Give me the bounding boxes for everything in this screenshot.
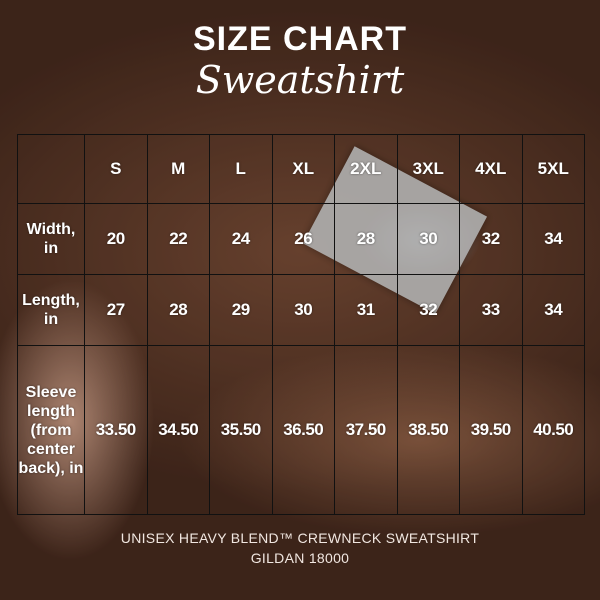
cell: 28 [334,203,398,275]
size-header: 3XL [396,134,460,204]
page-subtitle: Sweatshirt [195,58,405,102]
cell: 32 [459,203,523,275]
cell: 33 [459,274,523,346]
cell: 26 [271,203,335,275]
cell: 33.50 [84,345,148,515]
size-header: 2XL [334,134,398,204]
cell: 35.50 [209,345,273,515]
cell: 38.50 [396,345,460,515]
cell: 36.50 [271,345,335,515]
row-label: Length, in [17,274,85,346]
cell: 31 [334,274,398,346]
cell: 20 [84,203,148,275]
header-row: S M L XL 2XL 3XL 4XL 5XL [17,134,585,204]
cell: 29 [209,274,273,346]
product-model: GILDAN 18000 [250,550,350,566]
cell: 39.50 [459,345,523,515]
cell: 30 [396,203,460,275]
cell: 22 [146,203,210,275]
corner-cell [17,134,85,204]
cell: 37.50 [334,345,398,515]
size-header: L [209,134,273,204]
size-header: S [84,134,148,204]
cell: 30 [271,274,335,346]
product-name: UNISEX HEAVY BLEND™ CREWNECK SWEATSHIRT [120,530,480,546]
size-header: 4XL [459,134,523,204]
cell: 32 [396,274,460,346]
cell: 34.50 [146,345,210,515]
cell: 40.50 [521,345,585,515]
cell: 24 [209,203,273,275]
row-label: Sleeve length (from center back), in [17,345,85,515]
cell: 27 [84,274,148,346]
cell: 28 [146,274,210,346]
size-header: 5XL [521,134,585,204]
size-header: XL [271,134,335,204]
cell: 34 [521,274,585,346]
size-header: M [146,134,210,204]
table-row: Width, in 20 22 24 26 28 30 32 34 [17,203,585,275]
row-label: Width, in [17,203,85,275]
table-row: Length, in 27 28 29 30 31 32 33 34 [17,274,585,346]
cell: 34 [521,203,585,275]
table-row: Sleeve length (from center back), in 33.… [17,345,585,515]
size-chart-table: S M L XL 2XL 3XL 4XL 5XL Width, in 20 22… [17,134,585,515]
page-title: SIZE CHART [193,20,407,58]
